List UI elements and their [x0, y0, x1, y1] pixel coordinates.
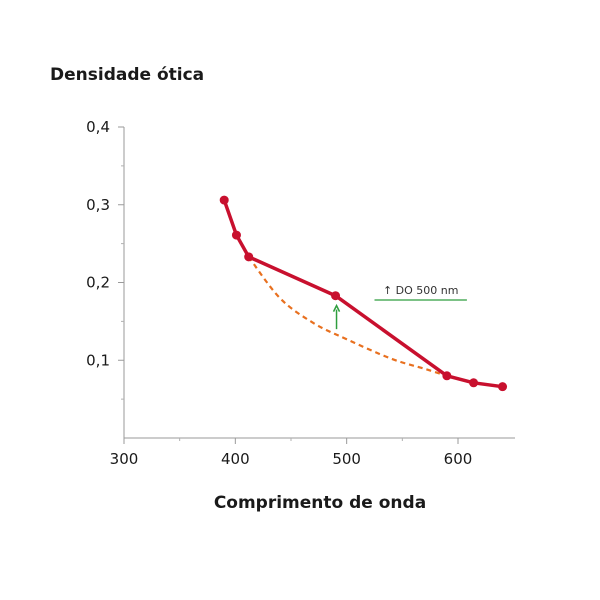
data-point	[498, 382, 508, 392]
y-tick-label: 0,4	[86, 118, 110, 136]
data-point	[331, 291, 341, 301]
annotation-layer: ↑ DO 500 nm	[332, 284, 467, 330]
x-tick-label: 500	[332, 450, 361, 468]
y-tick-label: 0,1	[86, 351, 110, 369]
x-axis-title: Comprimento de onda	[214, 493, 426, 513]
dashed-series-line	[247, 256, 448, 377]
axes: 0,1 0,2 0,3 0,4 300 400 500 600	[86, 118, 515, 468]
x-tick-label: 300	[110, 450, 139, 468]
data-point	[442, 371, 452, 381]
data-point	[219, 195, 229, 205]
y-tick-label: 0,2	[86, 274, 110, 292]
data-point	[231, 230, 241, 240]
y-axis-title: Densidade ótica	[50, 65, 204, 85]
data-point	[244, 252, 254, 262]
annotation-label: ↑ DO 500 nm	[383, 284, 459, 297]
x-tick-label: 400	[221, 450, 250, 468]
series-layer	[219, 195, 508, 392]
x-tick-label: 600	[444, 450, 473, 468]
y-tick-label: 0,3	[86, 196, 110, 214]
data-point	[469, 378, 479, 388]
solid-series-line	[222, 198, 505, 389]
annotation-arrow-head	[332, 303, 341, 312]
